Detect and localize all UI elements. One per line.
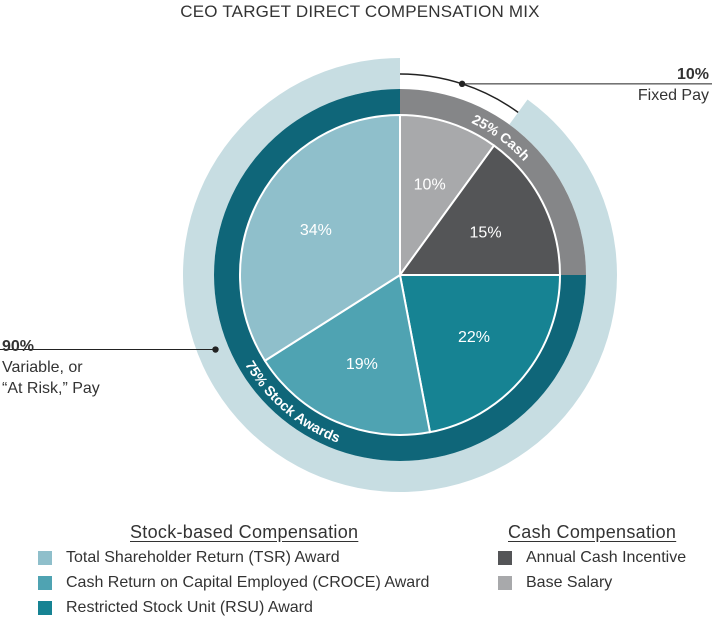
- callout-leaders: [0, 73, 712, 353]
- pie-slice-label-2: 22%: [458, 329, 490, 346]
- legend-item-croce: Cash Return on Capital Employed (CROCE) …: [38, 573, 429, 593]
- pie-slice-3: [263, 273, 432, 436]
- pie-slice-0: [399, 113, 496, 279]
- pie-slice-label-4: 34%: [300, 222, 332, 239]
- legend-swatch-annual-cash: [498, 551, 512, 565]
- slice-labels: 10% 15% 22% 19% 34%: [300, 177, 502, 373]
- chart-title: CEO TARGET DIRECT COMPENSATION MIX: [180, 2, 540, 21]
- variable-pay-callout: 90% Variable, or “At Risk,” Pay: [2, 336, 100, 399]
- inner-ring-cash: [400, 89, 586, 275]
- pie-slice-label-1: 15%: [470, 224, 502, 241]
- legend-swatch-base-salary: [498, 576, 512, 590]
- legend-label-croce: Cash Return on Capital Employed (CROCE) …: [66, 574, 430, 591]
- legend-swatch-tsr: [38, 551, 52, 565]
- inner-ring: [214, 89, 586, 461]
- legend-label-annual-cash: Annual Cash Incentive: [526, 549, 687, 566]
- legend-stock-heading: Stock-based Compensation: [130, 522, 359, 542]
- pie-slice-label-0: 10%: [414, 177, 446, 194]
- legend-item-rsu: Restricted Stock Unit (RSU) Award: [38, 598, 313, 618]
- legend-label-tsr: Total Shareholder Return (TSR) Award: [66, 549, 340, 566]
- legend-item-tsr: Total Shareholder Return (TSR) Award: [38, 548, 340, 568]
- pie-slice-4: [239, 113, 401, 363]
- variable-pay-percent: 90%: [2, 338, 35, 355]
- legend-item-base-salary: Base Salary: [498, 573, 612, 593]
- pie-slice-1: [398, 144, 562, 276]
- legend-label-rsu: Restricted Stock Unit (RSU) Award: [66, 599, 313, 616]
- variable-pay-label-line2: “At Risk,” Pay: [2, 380, 100, 397]
- legend-item-annual-cash: Annual Cash Incentive: [498, 548, 686, 568]
- legend-swatch-rsu: [38, 601, 52, 615]
- fixed-pay-label: Fixed Pay: [637, 87, 709, 104]
- variable-pay-label-line1: Variable, or: [2, 359, 83, 376]
- fixed-pay-percent: 10%: [676, 66, 709, 83]
- legend-cash-heading: Cash Compensation: [508, 522, 677, 542]
- pie-slice-label-3: 19%: [346, 356, 378, 373]
- legend-swatch-croce: [38, 576, 52, 590]
- pie-slice-2: [398, 274, 562, 434]
- legend-label-base-salary: Base Salary: [526, 574, 613, 591]
- pie-slices: [239, 113, 562, 436]
- fixed-pay-callout: 10% Fixed Pay: [638, 64, 709, 106]
